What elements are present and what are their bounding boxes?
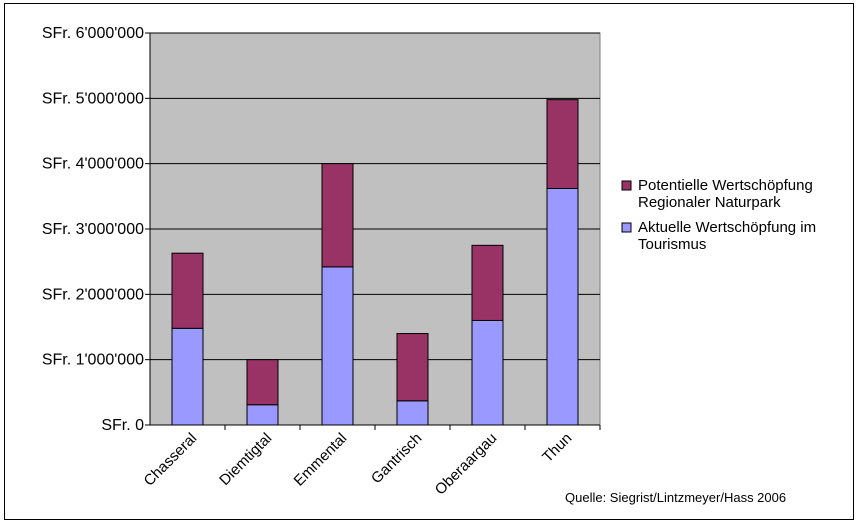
bar-segment: [321, 163, 354, 268]
bar-segment: [396, 333, 429, 402]
bar-segment: [171, 327, 204, 426]
y-tick-label: SFr. 4'000'000: [42, 156, 144, 173]
y-tick-label: SFr. 6'000'000: [42, 25, 144, 42]
bar-segment: [321, 266, 354, 426]
bar-segment: [471, 244, 504, 321]
x-tick-label: Thun: [539, 430, 575, 466]
bar-segment: [546, 99, 579, 189]
legend-label: Potentielle Wertschöpfung: [638, 177, 813, 194]
legend-swatch: [621, 222, 632, 233]
y-tick-label: SFr. 1'000'000: [42, 352, 144, 369]
bar-segment: [471, 319, 504, 426]
bar-segment: [246, 359, 279, 406]
legend-label: Aktuelle Wertschöpfung im: [638, 219, 816, 236]
y-tick-label: SFr. 5'000'000: [42, 90, 144, 107]
source-note: Quelle: Siegrist/Lintzmeyer/Hass 2006: [565, 490, 786, 505]
legend-label: Regionaler Naturpark: [638, 194, 781, 211]
y-tick-label: SFr. 0: [101, 417, 144, 434]
y-tick-label: SFr. 2'000'000: [42, 286, 144, 303]
x-tick-label: Gantrisch: [368, 430, 425, 487]
bar-segment: [171, 252, 204, 329]
bar-segment: [546, 187, 579, 426]
x-tick-label: Emmental: [291, 430, 351, 490]
x-tick-label: Oberaargau: [432, 430, 501, 499]
legend-swatch: [621, 180, 632, 191]
bar-segment: [396, 400, 429, 426]
legend-label: Tourismus: [638, 236, 706, 253]
y-tick-label: SFr. 3'000'000: [42, 221, 144, 238]
x-tick-label: Chasseral: [141, 430, 201, 490]
bar-segment: [246, 404, 279, 426]
x-tick-label: Diemtigtal: [216, 430, 275, 489]
